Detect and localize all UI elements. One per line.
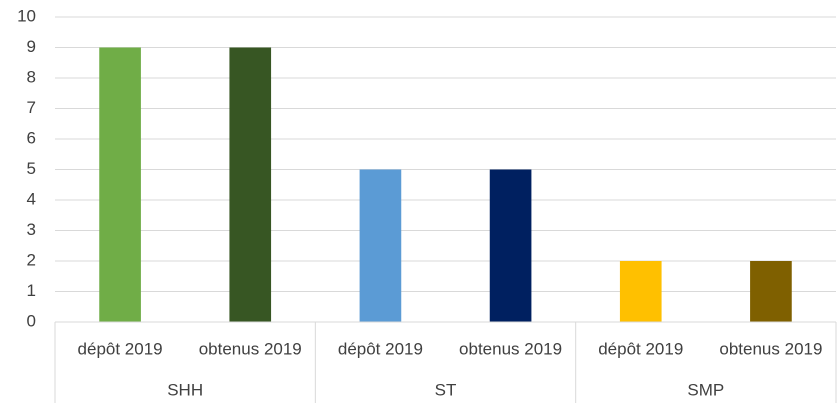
bar	[99, 47, 141, 322]
x-tick-label: obtenus 2019	[199, 339, 302, 358]
bar	[619, 261, 662, 322]
y-tick-label: 8	[27, 67, 36, 86]
bar	[229, 47, 272, 322]
x-tick-label: dépôt 2019	[78, 339, 163, 358]
y-tick-label: 7	[27, 98, 36, 117]
x-tick-label: obtenus 2019	[719, 339, 822, 358]
group-label: SHH	[167, 380, 203, 399]
y-tick-label: 1	[27, 281, 36, 300]
x-tick-label: dépôt 2019	[598, 339, 683, 358]
y-tick-label: 3	[27, 220, 36, 239]
y-tick-label: 4	[27, 189, 36, 208]
x-tick-label: dépôt 2019	[338, 339, 423, 358]
y-tick-label: 0	[27, 311, 36, 330]
y-tick-label: 6	[27, 128, 36, 147]
y-tick-label: 10	[17, 6, 36, 25]
y-tick-label: 9	[27, 37, 36, 56]
group-label: ST	[435, 380, 457, 399]
group-label: SMP	[687, 380, 724, 399]
bar	[359, 169, 402, 322]
bar	[489, 169, 532, 322]
y-tick-label: 5	[27, 159, 36, 178]
bar	[750, 261, 792, 322]
x-tick-label: obtenus 2019	[459, 339, 562, 358]
y-tick-label: 2	[27, 250, 36, 269]
